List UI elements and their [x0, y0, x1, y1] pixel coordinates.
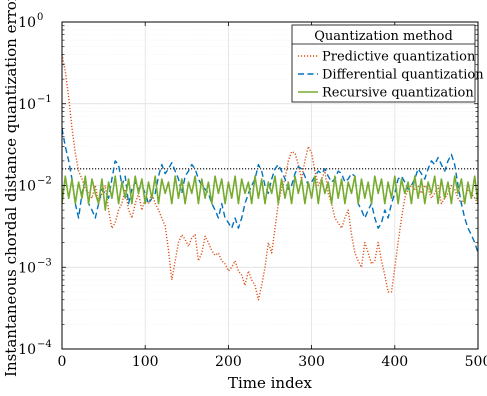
- x-tick-label: 200: [215, 354, 242, 370]
- y-tick-label: 10: [18, 15, 36, 31]
- y-tick-label-exponent: −2: [37, 176, 52, 187]
- y-tick-label: 10: [18, 260, 36, 276]
- y-tick-label: 10: [18, 179, 36, 195]
- x-tick-label: 300: [298, 354, 325, 370]
- y-tick-label-exponent: −1: [37, 94, 52, 105]
- series-line-3: [62, 175, 478, 211]
- y-tick-label: 10: [18, 342, 36, 358]
- x-tick-label: 400: [381, 354, 408, 370]
- x-tick-label: 0: [58, 354, 67, 370]
- y-axis-label: Instantaneous chordal distance quantizat…: [2, 0, 20, 377]
- legend-label-2: Differential quantization: [322, 68, 484, 83]
- legend-entries: Predictive quantization Differential quan…: [298, 50, 484, 101]
- legend-title: Quantization method: [314, 29, 453, 44]
- y-tick-label: 10: [18, 97, 36, 113]
- y-tick-label-exponent: −4: [37, 339, 52, 350]
- legend-label-1: Predictive quantization: [322, 50, 476, 65]
- y-tick-label-exponent: −3: [37, 257, 52, 268]
- legend: Quantization method Predictive quantizat…: [291, 24, 484, 103]
- y-tick-label-exponent: 0: [37, 12, 43, 23]
- legend-label-3: Recursive quantization: [322, 86, 474, 101]
- x-tick-label: 100: [132, 354, 159, 370]
- legend-box: [291, 24, 476, 103]
- x-tick-label: 500: [465, 354, 487, 370]
- x-axis-label: Time index: [228, 374, 313, 392]
- series-group: [62, 54, 478, 301]
